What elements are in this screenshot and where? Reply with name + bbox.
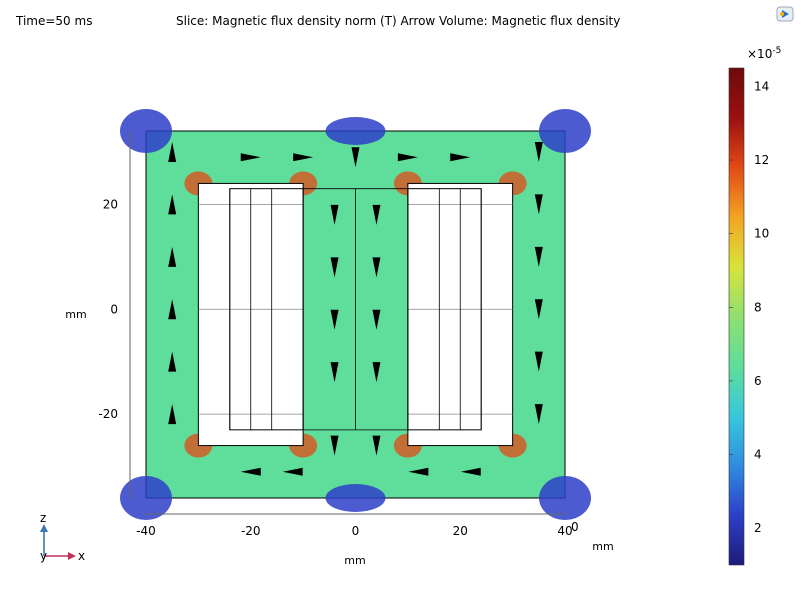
- time-label: Time=50 ms: [16, 14, 93, 28]
- colorbar-tick-label: 8: [754, 300, 762, 314]
- flux-arrow: [282, 467, 303, 476]
- colorbar-multiplier: ×10-5: [747, 46, 781, 61]
- triad-x-label: x: [78, 549, 85, 563]
- flux-arrow-layer: [168, 141, 543, 476]
- flux-arrow: [168, 404, 177, 425]
- flux-arrow: [168, 246, 177, 267]
- app-logo-icon: [776, 6, 794, 22]
- flux-arrow: [330, 362, 339, 383]
- colorbar-tick-label: 4: [754, 448, 762, 462]
- x-tick-label: 40: [557, 524, 572, 538]
- flux-arrow: [168, 299, 177, 320]
- coil-wireframe: [197, 182, 514, 447]
- flux-arrow: [450, 153, 471, 162]
- flux-arrow: [460, 467, 481, 476]
- flux-arrow: [534, 246, 543, 267]
- colorbar-tick-label: 10: [754, 227, 769, 241]
- colorbar: ×10-5 2 4 6 8 10 12 14: [728, 46, 781, 566]
- flux-arrow: [330, 257, 339, 278]
- triad-z-label: z: [40, 511, 46, 525]
- axes: -20 0 20 -40 -20 0 20 40 mm mm mm 0: [65, 131, 614, 567]
- colorbar-tick-label: 12: [754, 153, 769, 167]
- outer-corner-patch: [120, 109, 172, 153]
- flux-arrow: [534, 351, 543, 372]
- flux-arrow: [534, 194, 543, 215]
- flux-arrow: [372, 257, 381, 278]
- y-tick-label: 20: [103, 197, 118, 211]
- plot-title: Slice: Magnetic flux density norm (T) Ar…: [176, 14, 621, 28]
- z-axis-label: mm: [592, 540, 613, 553]
- flux-arrow: [240, 467, 261, 476]
- colorbar-rect: [728, 67, 745, 566]
- x-tick-label: -40: [136, 524, 156, 538]
- flux-arrow: [330, 435, 339, 456]
- outer-corner-patch: [539, 476, 591, 520]
- colorbar-tick-label: 6: [754, 374, 762, 388]
- x-tick-label: 0: [352, 524, 360, 538]
- colorbar-tick-label: 2: [754, 521, 762, 535]
- flux-arrow: [372, 435, 381, 456]
- flux-arrow: [372, 362, 381, 383]
- flux-arrow: [330, 204, 339, 225]
- x-tick-label: -20: [241, 524, 261, 538]
- flux-arrow: [168, 194, 177, 215]
- y-tick-label: 0: [110, 302, 118, 316]
- flux-arrow: [408, 467, 429, 476]
- triad-x-arrowhead: [68, 552, 76, 560]
- flux-arrow: [168, 351, 177, 372]
- flux-arrow: [372, 204, 381, 225]
- axis-triad: z y x: [40, 511, 85, 563]
- flux-arrow: [240, 153, 261, 162]
- z-axis-tick-label: 0: [571, 520, 579, 534]
- flux-arrow: [534, 299, 543, 320]
- y-axis-label: mm: [65, 308, 86, 321]
- outer-corner-patch: [539, 109, 591, 153]
- flux-arrow: [168, 141, 177, 162]
- flux-arrow: [351, 147, 360, 168]
- center-yoke-patch: [325, 117, 386, 145]
- colorbar-tick-label: 14: [754, 79, 769, 93]
- outer-corner-patch: [120, 476, 172, 520]
- flux-arrow: [534, 141, 543, 162]
- flux-arrow: [372, 309, 381, 330]
- x-axis-label: mm: [344, 554, 365, 567]
- flux-arrow: [293, 153, 314, 162]
- flux-arrow: [534, 404, 543, 425]
- triad-y-label: y: [40, 549, 47, 563]
- flux-arrow: [330, 309, 339, 330]
- flux-arrow: [397, 153, 418, 162]
- x-tick-label: 20: [453, 524, 468, 538]
- triad-z-arrowhead: [40, 524, 48, 532]
- y-tick-label: -20: [98, 407, 118, 421]
- center-yoke-patch: [325, 484, 386, 512]
